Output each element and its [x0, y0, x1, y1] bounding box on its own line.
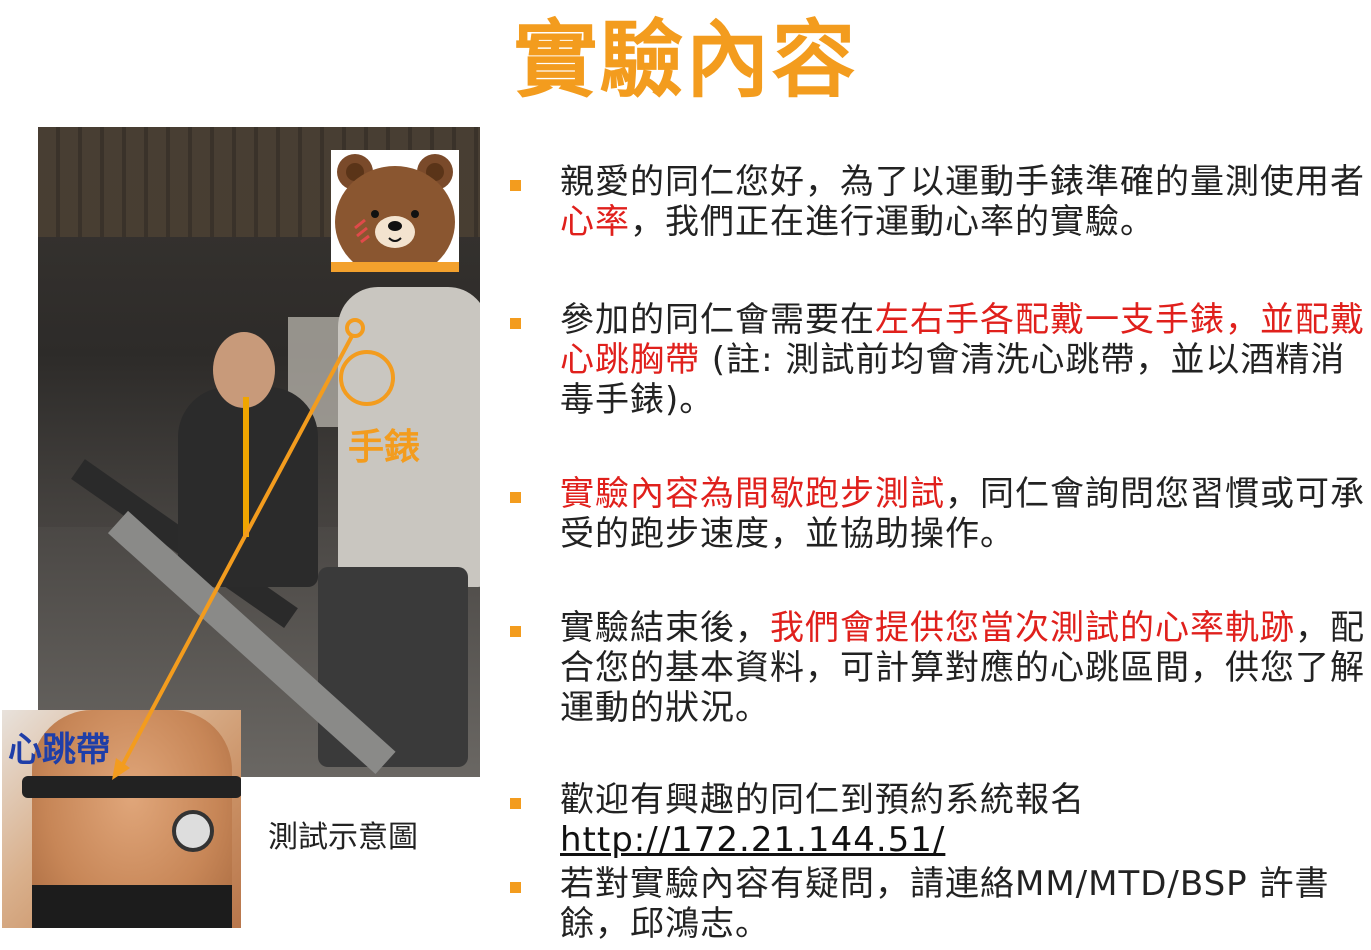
watch-label: 手錶 [348, 427, 421, 468]
bullet-marker [510, 882, 521, 893]
registration-link[interactable]: http://172.21.144.51/ [560, 820, 946, 860]
text-run: 親愛的同仁您好，為了以運動手錶準確的量測使用者 [560, 162, 1365, 202]
bullet-marker [510, 318, 521, 329]
bullet-text: 實驗結束後，我們會提供您當次測試的心率軌跡，配合您的基本資料，可計算對應的心跳區… [560, 608, 1366, 728]
heart-rate-strap [22, 776, 241, 798]
bullet-marker [510, 798, 521, 809]
wrist-watch [172, 810, 214, 852]
chest-strap-label: 心跳帶 [8, 730, 110, 770]
text-run: ，我們正在進行運動心率的實驗。 [630, 202, 1155, 242]
slide-title: 實驗內容 [513, 11, 858, 109]
bullet-text: 親愛的同仁您好，為了以運動手錶準確的量測使用者心率，我們正在進行運動心率的實驗。 [560, 162, 1366, 242]
bullet-marker [510, 180, 521, 191]
text-run: 實驗結束後， [560, 608, 770, 648]
highlight-run: 我們會提供您當次測試的心率軌跡 [770, 608, 1295, 648]
text-run: ，同仁會詢問您習慣或可承受的跑步速度，並協助操作。 [560, 474, 1365, 554]
bear-face-sticker [331, 150, 459, 278]
highlight-run: 左右手各配戴一支手錶，並配戴心跳胸帶 [560, 300, 1365, 380]
bullet-text: 實驗內容為間歇跑步測試，同仁會詢問您習慣或可承受的跑步速度，並協助操作。 [560, 474, 1366, 554]
photo-caption: 測試示意圖 [268, 820, 418, 855]
bullet-text: 若對實驗內容有疑問，請連絡MM/MTD/BSP 許書餘，邱鴻志。 [560, 864, 1330, 944]
text-run: 歡迎有興趣的同仁到預約系統報名 [560, 780, 1085, 820]
highlight-run: 心率 [560, 202, 630, 242]
text-run: 參加的同仁會需要在 [560, 300, 875, 340]
lanyard [243, 397, 249, 537]
text-run: ，配合您的基本資料，可計算對應的心跳區間，供您了解運動的狀況。 [560, 608, 1365, 728]
bullet-marker [510, 492, 521, 503]
bullet-marker [510, 626, 521, 637]
bullet-text: 歡迎有興趣的同仁到預約系統報名 http://172.21.144.51/ [560, 780, 1366, 860]
bullet-text: 參加的同仁會需要在左右手各配戴一支手錶，並配戴心跳胸帶 (註: 測試前均會清洗心… [560, 300, 1366, 420]
text-run: (註: 測試前均會清洗心跳帶，並以酒精消毒手錶)。 [560, 340, 1346, 420]
shorts [32, 885, 232, 928]
highlight-run: 實驗內容為間歇跑步測試 [560, 474, 945, 514]
